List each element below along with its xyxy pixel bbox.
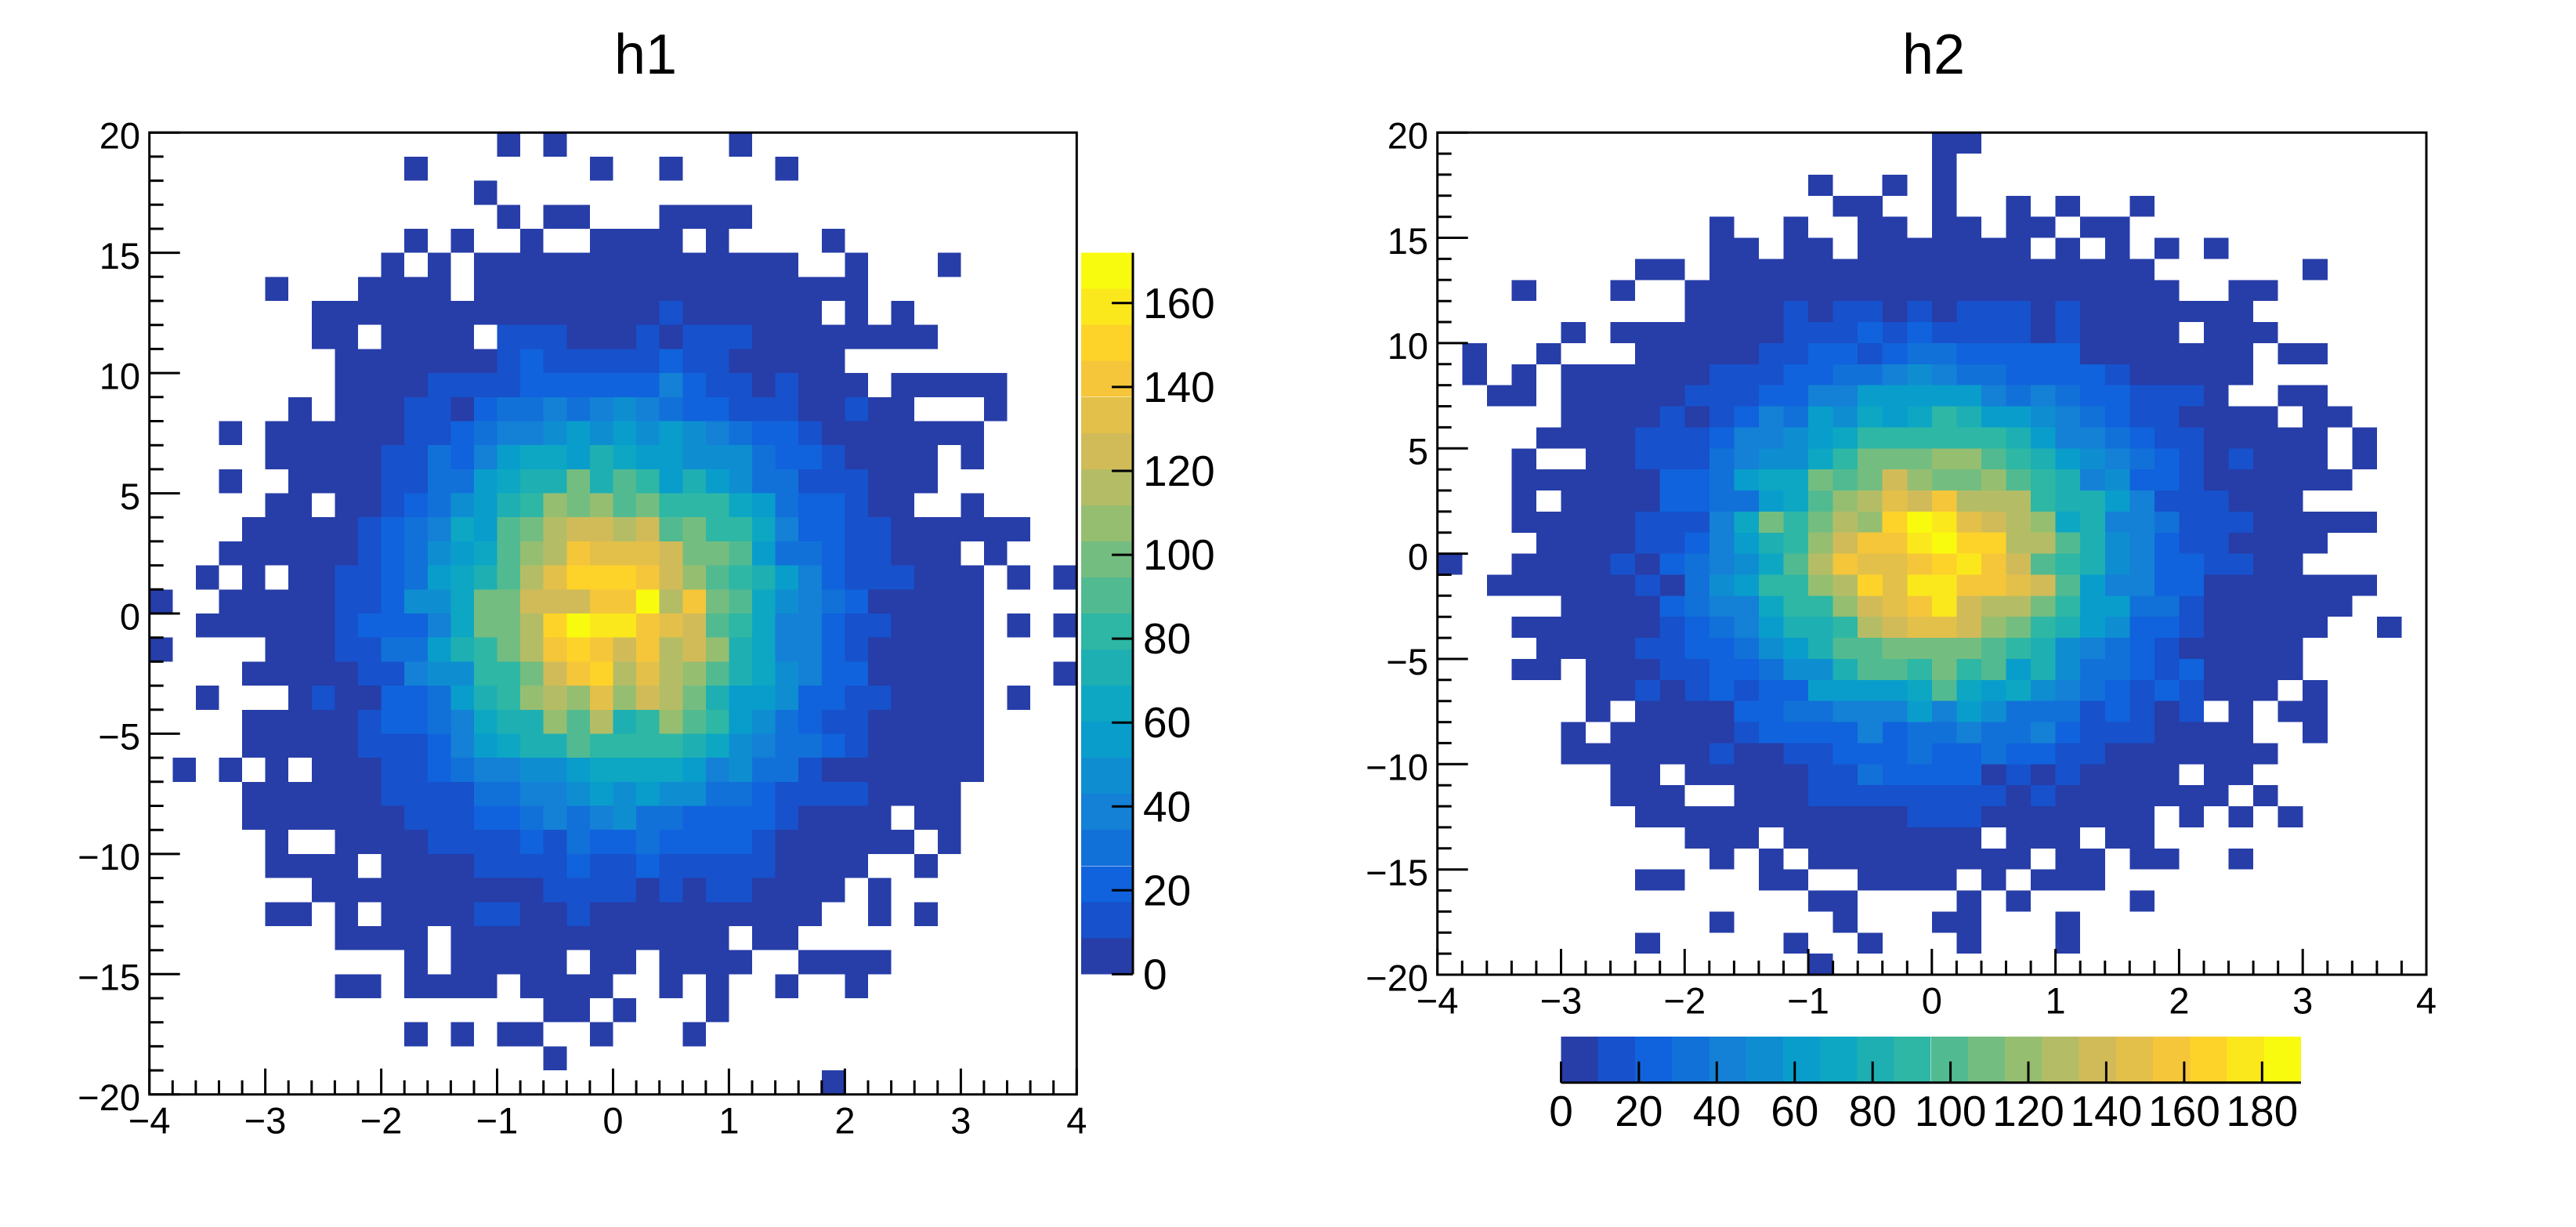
svg-text:0: 0 bbox=[1549, 1087, 1573, 1135]
svg-text:60: 60 bbox=[1143, 698, 1191, 747]
svg-text:10: 10 bbox=[1387, 325, 1428, 367]
svg-text:1: 1 bbox=[2046, 980, 2066, 1022]
svg-text:4: 4 bbox=[1066, 1099, 1087, 1141]
svg-text:80: 80 bbox=[1849, 1087, 1897, 1135]
svg-text:−5: −5 bbox=[1386, 641, 1428, 682]
svg-text:−1: −1 bbox=[1787, 980, 1829, 1022]
svg-text:−20: −20 bbox=[78, 1077, 140, 1118]
svg-text:0: 0 bbox=[1143, 950, 1167, 998]
svg-text:−20: −20 bbox=[1366, 957, 1428, 998]
svg-text:15: 15 bbox=[99, 235, 140, 277]
svg-text:0: 0 bbox=[1922, 980, 1942, 1022]
svg-text:−10: −10 bbox=[78, 836, 140, 878]
svg-text:0: 0 bbox=[120, 595, 140, 637]
svg-text:60: 60 bbox=[1771, 1087, 1818, 1135]
svg-text:2: 2 bbox=[2169, 980, 2189, 1022]
svg-text:4: 4 bbox=[2416, 980, 2437, 1022]
svg-text:120: 120 bbox=[1143, 447, 1215, 495]
svg-text:100: 100 bbox=[1143, 530, 1215, 579]
svg-text:140: 140 bbox=[1143, 363, 1215, 411]
svg-text:100: 100 bbox=[1915, 1087, 1987, 1135]
svg-text:180: 180 bbox=[2226, 1087, 2298, 1135]
svg-text:160: 160 bbox=[1143, 279, 1215, 328]
svg-text:5: 5 bbox=[1408, 431, 1428, 472]
svg-text:2: 2 bbox=[834, 1099, 855, 1141]
svg-text:120: 120 bbox=[1992, 1087, 2064, 1135]
svg-text:80: 80 bbox=[1143, 614, 1191, 663]
svg-text:0: 0 bbox=[602, 1099, 623, 1141]
svg-text:140: 140 bbox=[2071, 1087, 2143, 1135]
svg-text:10: 10 bbox=[99, 355, 140, 396]
svg-text:20: 20 bbox=[1387, 115, 1428, 157]
svg-text:−15: −15 bbox=[1366, 852, 1428, 893]
svg-text:−3: −3 bbox=[244, 1099, 287, 1141]
svg-text:15: 15 bbox=[1387, 220, 1428, 262]
svg-text:0: 0 bbox=[1408, 536, 1428, 577]
svg-text:20: 20 bbox=[1143, 866, 1191, 914]
svg-text:20: 20 bbox=[99, 115, 140, 157]
svg-text:h1: h1 bbox=[614, 24, 677, 86]
svg-text:40: 40 bbox=[1693, 1087, 1741, 1135]
svg-text:1: 1 bbox=[718, 1099, 739, 1141]
svg-text:−2: −2 bbox=[1664, 980, 1706, 1022]
svg-text:−1: −1 bbox=[476, 1099, 519, 1141]
svg-text:−10: −10 bbox=[1366, 747, 1428, 788]
svg-text:3: 3 bbox=[950, 1099, 971, 1141]
svg-text:−4: −4 bbox=[128, 1099, 171, 1141]
svg-text:−5: −5 bbox=[98, 716, 140, 758]
svg-text:40: 40 bbox=[1143, 782, 1191, 831]
svg-text:20: 20 bbox=[1615, 1087, 1662, 1135]
svg-text:5: 5 bbox=[120, 476, 140, 517]
svg-text:160: 160 bbox=[2148, 1087, 2220, 1135]
svg-text:−15: −15 bbox=[78, 957, 140, 998]
svg-text:−4: −4 bbox=[1416, 980, 1459, 1022]
svg-text:−3: −3 bbox=[1540, 980, 1583, 1022]
svg-text:−2: −2 bbox=[360, 1099, 403, 1141]
svg-text:3: 3 bbox=[2292, 980, 2313, 1022]
svg-text:h2: h2 bbox=[1902, 24, 1965, 86]
